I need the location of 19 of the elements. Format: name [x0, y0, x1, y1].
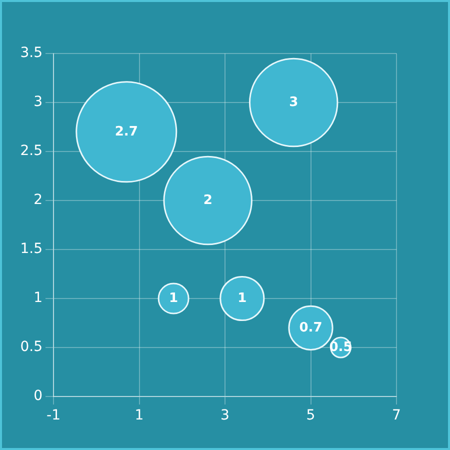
- y-tick-label: 2.5: [20, 143, 42, 160]
- x-tick-label: -1: [46, 408, 60, 424]
- x-tick-label: 1: [134, 408, 144, 424]
- x-tick-label: 7: [392, 408, 401, 424]
- y-tick-label: 2: [34, 192, 42, 208]
- y-tick-label: 0: [34, 388, 42, 404]
- y-tick-label: 3.5: [20, 45, 42, 62]
- data-label: 2.7: [114, 124, 138, 140]
- data-label: 0.7: [299, 320, 322, 336]
- x-tick-label: 3: [220, 408, 230, 424]
- data-label: 1: [238, 290, 247, 306]
- y-tick-label: 1: [34, 290, 42, 306]
- y-tick-label: 1.5: [20, 241, 42, 258]
- data-label: 3: [289, 94, 298, 110]
- x-tick-label: 5: [306, 408, 316, 424]
- data-label: 1: [169, 290, 178, 306]
- y-tick-label: 0.5: [20, 339, 42, 356]
- data-label: 2: [203, 192, 212, 208]
- y-tick-label: 3: [34, 94, 42, 110]
